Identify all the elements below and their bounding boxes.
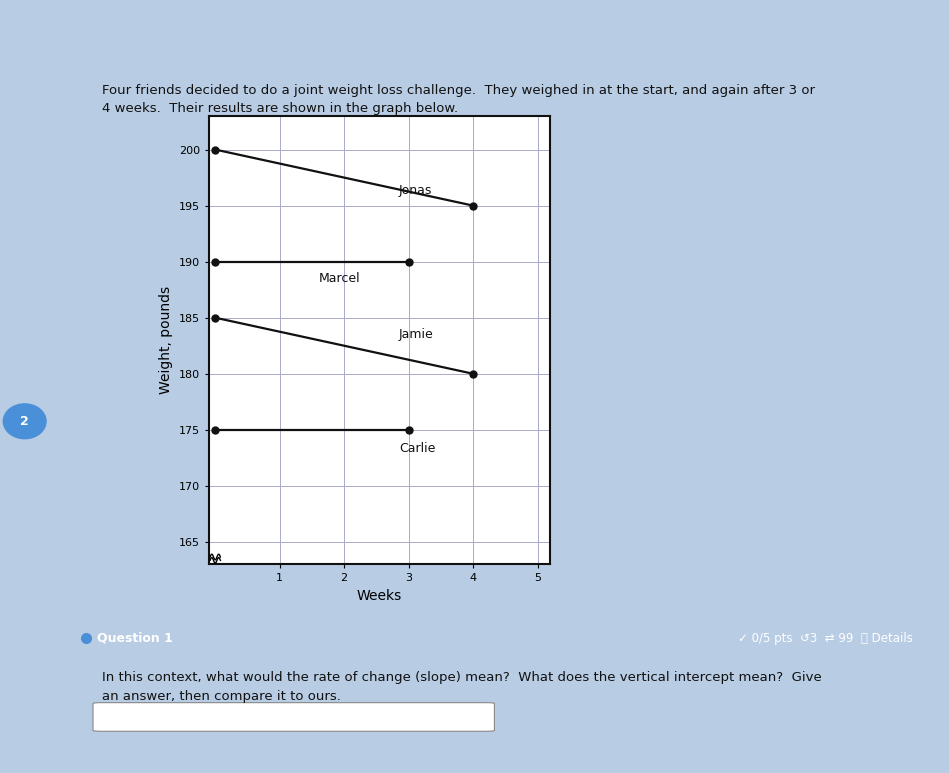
Y-axis label: Weight, pounds: Weight, pounds (159, 286, 173, 394)
Text: 2: 2 (20, 415, 29, 427)
Text: Question 1: Question 1 (98, 632, 173, 645)
Text: Jamie: Jamie (399, 328, 434, 341)
Text: Jonas: Jonas (399, 185, 433, 197)
Text: Marcel: Marcel (318, 272, 360, 284)
Text: Carlie: Carlie (399, 442, 436, 455)
Text: Four friends decided to do a joint weight loss challenge.  They weighed in at th: Four friends decided to do a joint weigh… (102, 83, 814, 115)
X-axis label: Weeks: Weeks (357, 589, 402, 603)
Text: ✓ 0/5 pts  ↺3  ⇄ 99  ⓘ Details: ✓ 0/5 pts ↺3 ⇄ 99 ⓘ Details (738, 632, 913, 645)
Text: In this context, what would the rate of change (slope) mean?  What does the vert: In this context, what would the rate of … (102, 671, 821, 703)
FancyBboxPatch shape (93, 703, 494, 731)
Circle shape (3, 404, 46, 439)
